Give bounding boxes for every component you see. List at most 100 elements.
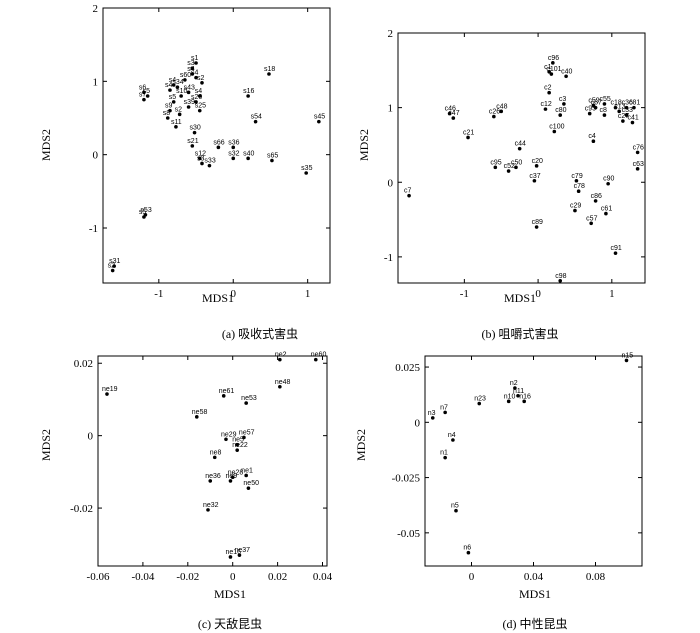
point-label: c40 <box>561 68 572 75</box>
point-label: s6 <box>139 84 147 91</box>
data-point <box>110 268 115 273</box>
data-point <box>194 61 198 65</box>
data-point <box>624 113 629 117</box>
point-label: c4 <box>588 133 596 140</box>
point-label: c96 <box>548 55 559 62</box>
data-point <box>206 508 210 512</box>
point-label: c59 <box>588 97 599 104</box>
panel-caption: (b) 咀嚼式害虫 <box>482 326 559 341</box>
point-label: c100 <box>549 124 564 131</box>
data-point <box>551 61 555 65</box>
point-label: c79 <box>571 173 582 180</box>
data-point <box>576 189 581 194</box>
data-point <box>624 358 629 363</box>
point-label: n15 <box>622 352 634 359</box>
data-point <box>624 105 629 110</box>
point-label: ne48 <box>275 379 291 386</box>
point-label: c47 <box>448 110 459 117</box>
point-label: c20 <box>532 158 543 165</box>
data-point <box>197 156 202 161</box>
y-tick-label: 2 <box>93 3 99 15</box>
data-point <box>466 135 470 140</box>
point-label: ne8 <box>210 449 222 456</box>
point-label: s4 <box>187 66 195 73</box>
data-point <box>602 113 607 117</box>
data-point <box>267 72 271 76</box>
panel-caption: (c) 天敌昆虫 <box>198 616 262 631</box>
point-label: c3 <box>559 96 567 103</box>
data-point <box>574 178 579 183</box>
data-point <box>237 553 242 557</box>
point-label: s45 <box>314 114 325 121</box>
data-point <box>532 178 537 183</box>
data-point <box>573 208 577 213</box>
point-label: c2 <box>544 85 552 92</box>
x-axis-label: MDS1 <box>214 587 246 601</box>
x-tick-label: 0.04 <box>313 571 333 583</box>
data-point <box>632 105 636 110</box>
plot-frame <box>102 7 331 284</box>
data-point <box>549 72 554 76</box>
point-label: c57 <box>586 215 597 222</box>
point-label: c95 <box>490 159 501 166</box>
data-point <box>454 508 458 513</box>
x-tick-label: 0 <box>230 571 236 583</box>
data-point <box>543 107 548 111</box>
data-point <box>208 479 213 483</box>
point-label: c52 <box>504 163 515 170</box>
point-label: c33 <box>622 107 633 114</box>
point-label: n4 <box>448 432 456 439</box>
data-point <box>317 119 321 124</box>
data-point <box>591 103 596 108</box>
point-label: s40 <box>243 150 254 157</box>
point-label: c91 <box>611 245 622 252</box>
y-tick-label: 1 <box>93 76 99 88</box>
point-label: s7 <box>139 92 147 99</box>
point-label: s21 <box>187 138 198 145</box>
x-tick-label: 0.08 <box>586 571 606 583</box>
point-label: c27 <box>618 113 629 120</box>
point-label: c44 <box>515 141 526 148</box>
y-tick-label: 0.025 <box>395 362 420 374</box>
x-axis-label: MDS1 <box>504 291 536 305</box>
data-point <box>186 90 191 95</box>
x-tick-label: -0.06 <box>87 571 110 583</box>
point-label: n16 <box>519 393 531 400</box>
data-point <box>197 94 202 98</box>
data-point <box>313 357 318 362</box>
data-point <box>186 105 191 109</box>
plot-frame <box>97 355 328 567</box>
data-point <box>145 94 150 98</box>
point-label: n6 <box>463 545 471 552</box>
y-tick-label: -1 <box>384 252 393 264</box>
data-point <box>589 221 593 226</box>
data-point <box>207 163 212 168</box>
data-point <box>517 146 522 151</box>
point-label: ne37 <box>234 547 250 554</box>
point-label: n2 <box>510 380 518 387</box>
data-point <box>593 105 598 110</box>
point-label: s4 <box>195 88 203 95</box>
data-point <box>606 181 610 186</box>
point-label: s8 <box>163 110 171 117</box>
point-label: s12 <box>195 150 206 157</box>
point-label: s4 <box>169 77 177 84</box>
data-point <box>231 145 236 150</box>
data-point <box>591 139 596 144</box>
y-tick-label: 0 <box>93 150 99 162</box>
data-point <box>200 161 204 166</box>
data-point <box>171 83 176 87</box>
data-point <box>168 88 172 92</box>
data-point <box>552 129 557 134</box>
point-label: n3 <box>428 410 436 417</box>
data-point <box>466 550 471 555</box>
panel-caption: (a) 吸收式害虫 <box>222 326 298 341</box>
data-point <box>534 225 539 229</box>
data-point <box>604 211 608 216</box>
point-label: s35 <box>301 165 312 172</box>
y-tick-label: 0.02 <box>74 358 93 370</box>
data-point <box>244 473 248 478</box>
x-axis-label: MDS1 <box>202 291 234 305</box>
plot-frame <box>424 355 643 567</box>
point-label: c98 <box>555 273 566 280</box>
